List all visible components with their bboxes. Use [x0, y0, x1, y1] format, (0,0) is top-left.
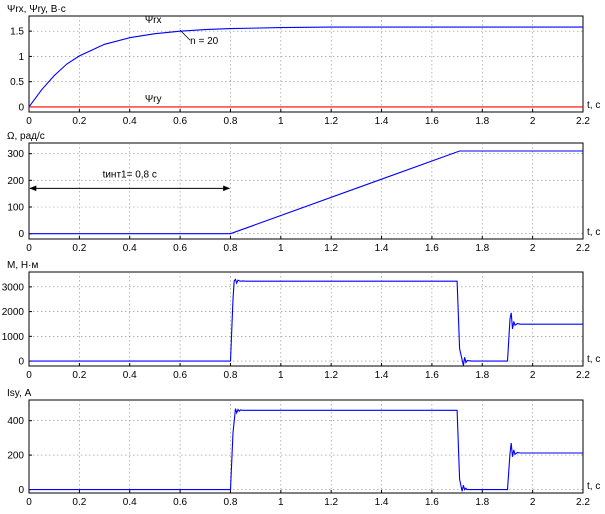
plot-frame: [28, 142, 584, 240]
x-axis-label: t, с: [587, 354, 600, 365]
y-tick-label: 100: [7, 203, 24, 214]
y-tick-label: 200: [7, 176, 24, 187]
plot-frame: [28, 271, 584, 367]
x-tick-label: 0.2: [72, 497, 86, 508]
x-tick-label: 1.4: [375, 116, 389, 127]
y-tick-label: 200: [7, 451, 24, 462]
y-tick-label: 1000: [2, 332, 25, 343]
x-tick-label: 0.8: [224, 370, 238, 381]
plot-frame: [28, 399, 584, 494]
annotation-label: tинт1= 0,8 с: [103, 170, 157, 181]
annotation-label: n = 20: [190, 36, 219, 47]
x-tick-label: 2: [530, 116, 536, 127]
y-tick-label: 400: [7, 416, 24, 427]
y-tick-label: 0.5: [10, 77, 24, 88]
x-tick-label: 1.8: [475, 497, 489, 508]
x-tick-label: 0.4: [123, 370, 137, 381]
x-tick-label: 1.8: [475, 370, 489, 381]
x-tick-label: 0.2: [72, 370, 86, 381]
x-tick-label: 0.2: [72, 116, 86, 127]
x-tick-label: 0.6: [173, 243, 187, 254]
y-tick-label: 0: [18, 485, 24, 496]
y-tick-label: 300: [7, 149, 24, 160]
x-axis-label: t, с: [587, 227, 600, 238]
x-axis-label: t, с: [587, 481, 600, 492]
x-tick-label: 1.6: [425, 370, 439, 381]
annotation-leader: [179, 29, 191, 41]
x-tick-label: 1: [278, 370, 284, 381]
x-tick-label: 1.4: [375, 243, 389, 254]
y-tick-label: 0: [18, 102, 24, 113]
series-label: Ψry: [145, 94, 162, 105]
x-tick-label: 2.2: [576, 116, 590, 127]
x-tick-label: 0.6: [173, 497, 187, 508]
y-tick-label: 1.5: [10, 27, 24, 38]
x-tick-label: 0: [26, 243, 32, 254]
x-tick-label: 2: [530, 497, 536, 508]
x-tick-label: 0.8: [224, 243, 238, 254]
x-tick-label: 1: [278, 243, 284, 254]
x-tick-label: 0: [26, 370, 32, 381]
x-tick-label: 1.2: [324, 243, 338, 254]
y-tick-label: 0: [18, 357, 24, 368]
chart-panel-3: 0 0.2 0.4 0.6 0.8 1 1.2 1.4 1.6 1.8 2 2.2 0 1000 2000 3…: [2, 260, 601, 381]
x-tick-label: 2: [530, 370, 536, 381]
x-tick-label: 2.2: [576, 243, 590, 254]
x-tick-label: 1.8: [475, 116, 489, 127]
series-line-1: [29, 278, 583, 366]
x-tick-label: 1.6: [425, 116, 439, 127]
plot-frame: [28, 15, 584, 113]
x-tick-label: 1: [278, 116, 284, 127]
x-tick-label: 0.2: [72, 243, 86, 254]
x-tick-label: 0: [26, 116, 32, 127]
x-tick-label: 2: [530, 243, 536, 254]
chart-panel-4: 0 0.2 0.4 0.6 0.8 1 1.2 1.4 1.6 1.8 2 2.2 0 200 400 Isy…: [7, 388, 600, 508]
x-tick-label: 1.8: [475, 243, 489, 254]
series-line-1: [29, 408, 583, 492]
chart-panel-2: 0 0.2 0.4 0.6 0.8 1 1.2 1.4 1.6 1.8 2 2.2 0 100 200 300…: [7, 131, 600, 254]
x-tick-label: 1: [278, 497, 284, 508]
y-tick-label: 0: [18, 229, 24, 240]
x-tick-label: 1.6: [425, 243, 439, 254]
x-tick-label: 1.2: [324, 497, 338, 508]
x-tick-label: 0.8: [224, 116, 238, 127]
x-tick-label: 0.8: [224, 497, 238, 508]
x-tick-label: 1.6: [425, 497, 439, 508]
y-axis-label: Isy, А: [7, 388, 32, 399]
x-tick-label: 0.4: [123, 497, 137, 508]
y-tick-label: 2000: [2, 307, 25, 318]
x-tick-label: 0.4: [123, 243, 137, 254]
y-axis-label: M, Н·м: [7, 260, 38, 271]
x-tick-label: 1.4: [375, 370, 389, 381]
y-tick-label: 1: [18, 52, 24, 63]
series-line-1: [28, 26, 583, 108]
x-tick-label: 2.2: [576, 497, 590, 508]
x-tick-label: 1.2: [324, 370, 338, 381]
y-axis-label: Ψrx, Ψry, В·с: [7, 4, 66, 15]
x-axis-label: t, с: [587, 100, 600, 111]
x-tick-label: 0.4: [123, 116, 137, 127]
y-tick-label: 3000: [2, 282, 25, 293]
x-tick-label: 0.6: [173, 116, 187, 127]
x-tick-label: 1.4: [375, 497, 389, 508]
series-label: Ψrx: [145, 15, 162, 26]
x-tick-label: 0.6: [173, 370, 187, 381]
chart-panel-1: 0 0.2 0.4 0.6 0.8 1 1.2 1.4 1.6 1.8 2 2.2 0 0.5 1 1.5 Ψr…: [7, 4, 600, 127]
x-tick-label: 2.2: [576, 370, 590, 381]
x-tick-label: 0: [26, 497, 32, 508]
series-line-1: [29, 150, 583, 235]
x-tick-label: 1.2: [324, 116, 338, 127]
y-axis-label: Ω, рад/с: [7, 131, 45, 142]
